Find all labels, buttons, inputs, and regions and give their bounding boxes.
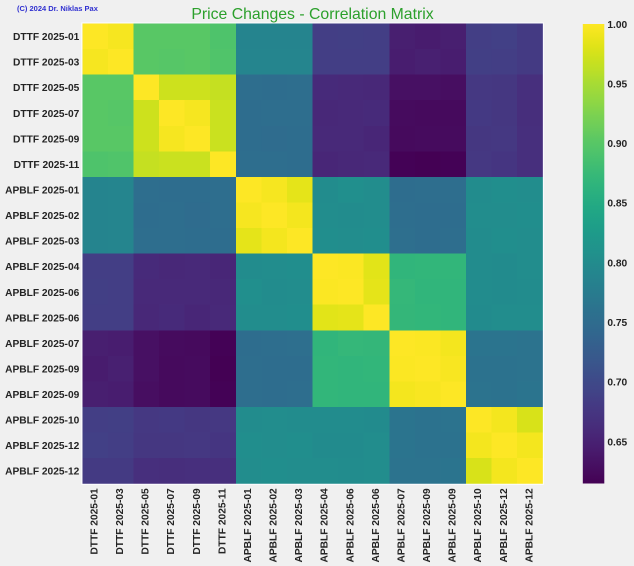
svg-text:APBLF 2025-12: APBLF 2025-12	[524, 488, 535, 563]
svg-text:DTTF 2025-03: DTTF 2025-03	[13, 58, 80, 69]
svg-text:APBLF 2025-01: APBLF 2025-01	[5, 185, 80, 196]
svg-text:APBLF 2025-02: APBLF 2025-02	[269, 488, 280, 563]
svg-text:0.90: 0.90	[607, 139, 627, 150]
svg-text:DTTF 2025-05: DTTF 2025-05	[13, 83, 80, 94]
svg-text:DTTF 2025-07: DTTF 2025-07	[13, 109, 80, 120]
svg-text:0.80: 0.80	[607, 258, 627, 269]
svg-text:APBLF 2025-06: APBLF 2025-06	[371, 488, 382, 563]
svg-text:0.75: 0.75	[607, 318, 627, 329]
svg-text:(C) 2024 Dr. Niklas Pax: (C) 2024 Dr. Niklas Pax	[17, 4, 99, 13]
svg-text:DTTF 2025-07: DTTF 2025-07	[166, 488, 177, 555]
svg-text:APBLF 2025-12: APBLF 2025-12	[5, 441, 80, 452]
svg-text:0.95: 0.95	[607, 79, 627, 90]
svg-text:DTTF 2025-09: DTTF 2025-09	[13, 134, 80, 145]
svg-text:Price Changes - Correlation Ma: Price Changes - Correlation Matrix	[191, 6, 433, 23]
svg-text:APBLF 2025-12: APBLF 2025-12	[499, 488, 510, 563]
svg-text:APBLF 2025-12: APBLF 2025-12	[5, 467, 80, 478]
svg-text:0.85: 0.85	[607, 199, 627, 210]
svg-text:APBLF 2025-03: APBLF 2025-03	[294, 488, 305, 563]
svg-text:APBLF 2025-09: APBLF 2025-09	[422, 488, 433, 563]
svg-text:APBLF 2025-10: APBLF 2025-10	[5, 416, 80, 427]
svg-text:DTTF 2025-05: DTTF 2025-05	[141, 488, 152, 555]
svg-text:DTTF 2025-01: DTTF 2025-01	[13, 32, 80, 43]
svg-text:DTTF 2025-09: DTTF 2025-09	[192, 488, 203, 555]
svg-text:APBLF 2025-04: APBLF 2025-04	[5, 262, 80, 273]
svg-text:APBLF 2025-09: APBLF 2025-09	[448, 488, 459, 563]
svg-text:0.70: 0.70	[607, 378, 627, 389]
svg-text:APBLF 2025-04: APBLF 2025-04	[320, 488, 331, 563]
svg-text:1.00: 1.00	[607, 20, 627, 31]
svg-text:APBLF 2025-06: APBLF 2025-06	[5, 288, 80, 299]
svg-text:APBLF 2025-09: APBLF 2025-09	[5, 390, 80, 401]
svg-text:APBLF 2025-06: APBLF 2025-06	[345, 488, 356, 563]
svg-text:APBLF 2025-07: APBLF 2025-07	[5, 339, 80, 350]
svg-text:APBLF 2025-01: APBLF 2025-01	[243, 488, 254, 563]
svg-text:APBLF 2025-03: APBLF 2025-03	[5, 237, 80, 248]
svg-text:APBLF 2025-09: APBLF 2025-09	[5, 364, 80, 375]
svg-text:APBLF 2025-02: APBLF 2025-02	[5, 211, 80, 222]
svg-text:DTTF 2025-03: DTTF 2025-03	[115, 488, 126, 555]
svg-text:DTTF 2025-11: DTTF 2025-11	[14, 160, 80, 171]
svg-text:APBLF 2025-10: APBLF 2025-10	[473, 488, 484, 563]
svg-text:APBLF 2025-06: APBLF 2025-06	[5, 313, 80, 324]
svg-text:APBLF 2025-07: APBLF 2025-07	[396, 488, 407, 563]
svg-text:0.65: 0.65	[607, 437, 627, 448]
svg-text:DTTF 2025-01: DTTF 2025-01	[89, 488, 100, 555]
svg-text:DTTF 2025-11: DTTF 2025-11	[217, 488, 228, 554]
